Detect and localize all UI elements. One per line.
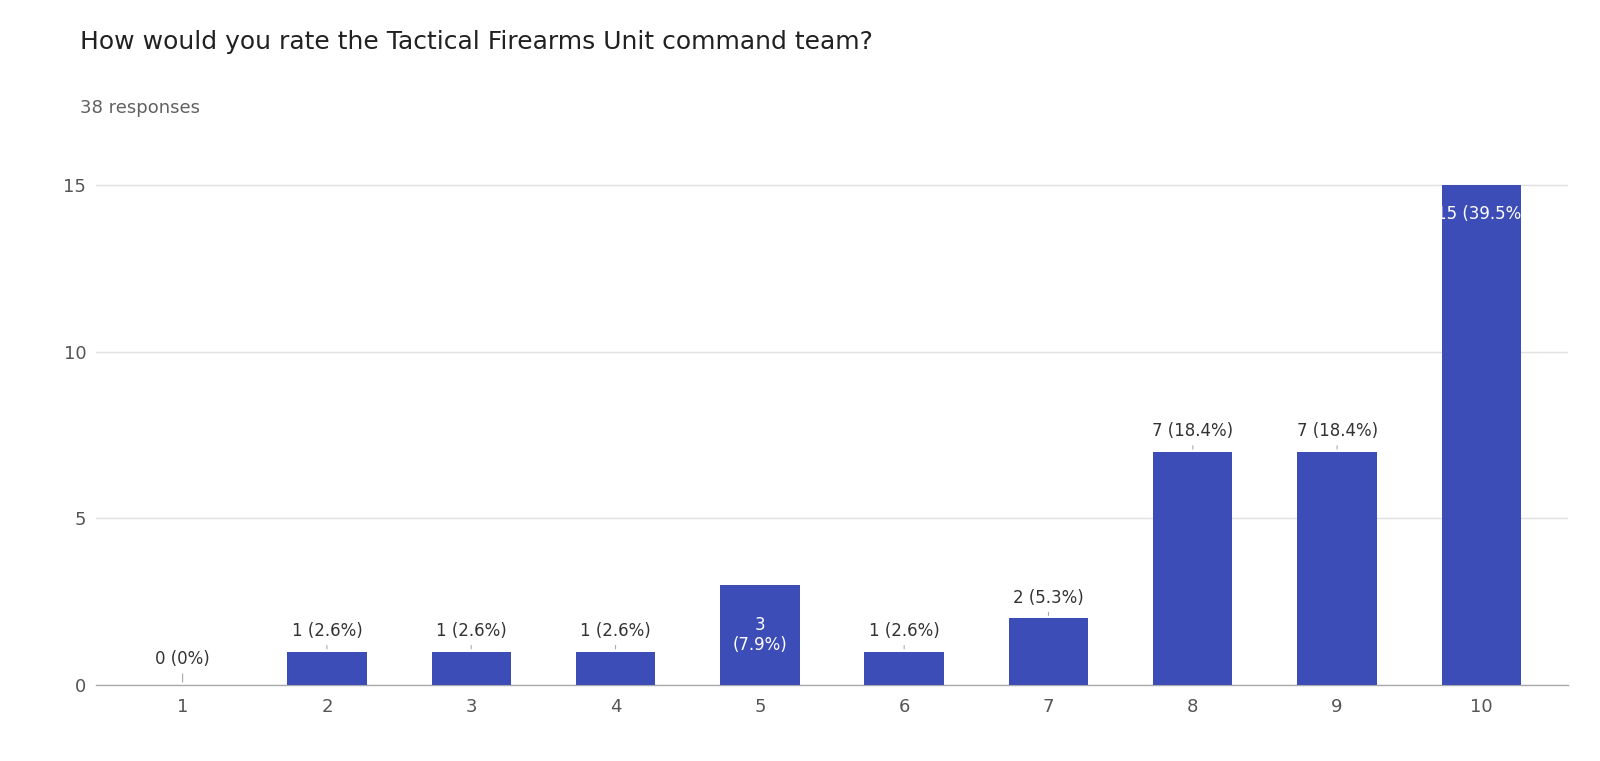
Bar [864,651,944,685]
Bar [1442,186,1522,685]
Text: 1 (2.6%): 1 (2.6%) [869,622,939,649]
Bar [576,651,656,685]
Bar [432,651,510,685]
Text: 1 (2.6%): 1 (2.6%) [581,622,651,649]
Bar [288,651,366,685]
Text: 7 (18.4%): 7 (18.4%) [1152,422,1234,449]
Text: 15 (39.5%): 15 (39.5%) [1435,205,1528,224]
Text: 2 (5.3%): 2 (5.3%) [1013,589,1083,616]
Text: 1 (2.6%): 1 (2.6%) [435,622,507,649]
Text: 7 (18.4%): 7 (18.4%) [1296,422,1378,449]
Text: 3
(7.9%): 3 (7.9%) [733,616,787,654]
Text: 0 (0%): 0 (0%) [155,650,210,682]
Text: 38 responses: 38 responses [80,99,200,117]
Bar [720,585,800,685]
Bar [1008,618,1088,685]
Text: 1 (2.6%): 1 (2.6%) [291,622,362,649]
Text: How would you rate the Tactical Firearms Unit command team?: How would you rate the Tactical Firearms… [80,30,874,55]
Bar [1154,452,1232,685]
Bar [1298,452,1376,685]
